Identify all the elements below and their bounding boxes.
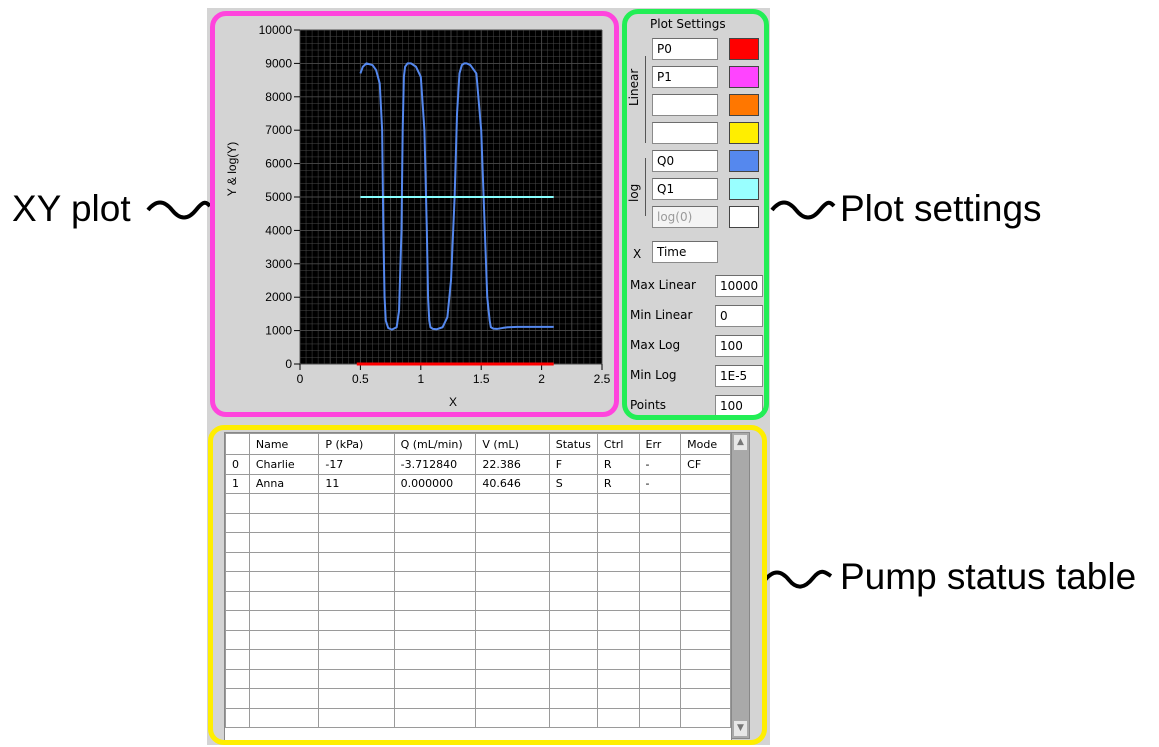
x-axis-label: X [449,395,457,409]
x-tick-label: 0.5 [352,372,369,386]
channel-color-p0[interactable] [729,38,759,60]
table-row-empty[interactable] [225,590,731,611]
table-row-empty[interactable] [225,493,731,514]
xy-plot-highlight [210,11,619,417]
table-cell[interactable] [318,707,395,728]
table-cell[interactable]: Name [248,433,320,455]
pump-table-highlight [208,425,767,745]
pump-status-table[interactable]: Name P (kPa) Q (mL/min) V (mL) Status Ctrl Err… [224,432,732,741]
pump-table-grid: Name P (kPa) Q (mL/min) V (mL) Status Ctrl Err… [225,433,731,728]
x-channel-field[interactable]: Time [652,241,718,263]
table-cell[interactable] [680,707,731,728]
table-cell[interactable] [475,707,550,728]
y-tick-label: 6000 [265,157,292,171]
table-header-row[interactable]: Name P (kPa) Q (mL/min) V (mL) Status Ctrl Err… [225,433,731,455]
y-tick-label: 4000 [265,223,292,237]
min-log-field[interactable]: 1E-5 [715,365,763,387]
y-tick-label: 8000 [265,90,292,104]
y-tick-label: 5000 [265,190,292,204]
table-row-empty[interactable] [225,512,731,533]
xy-plot-squiggle [146,200,212,220]
min-linear-label: Min Linear [630,308,693,322]
table-cell[interactable]: V (mL) [475,433,550,455]
table-cell[interactable] [596,707,640,728]
table-row-empty[interactable] [225,688,731,709]
plot-settings-highlight [622,9,769,420]
channel-color-log0[interactable] [729,206,759,228]
channel-color-p1[interactable] [729,66,759,88]
table-row[interactable]: 0 Charlie -17 -3.712840 22.386 F R - CF [225,454,731,475]
x-tick-label: 1.5 [473,372,490,386]
table-cell[interactable]: 40.646 [475,473,550,494]
table-cell[interactable]: Q (mL/min) [393,433,477,455]
y-axis-label: Y & log(Y) [225,142,239,196]
y-tick-label: 9000 [265,56,292,70]
scroll-down-icon[interactable]: ▼ [733,720,748,737]
channel-color-4[interactable] [729,122,759,144]
xy-plot-callout: XY plot [12,188,131,229]
y-tick-label: 7000 [265,123,292,137]
channel-color-3[interactable] [729,94,759,116]
pump-table-callout: Pump status table [840,556,1137,597]
table-cell[interactable]: Mode [680,433,731,455]
table-row-empty[interactable] [225,707,731,728]
x-ticks: 0 0.5 1 1.5 2 2.5 [297,364,611,386]
table-cell[interactable]: Status [548,433,598,455]
channel-color-q1[interactable] [729,178,759,200]
table-row-empty[interactable] [225,649,731,670]
linear-bracket [645,56,646,143]
plot-series [356,62,554,366]
table-row-empty[interactable] [225,629,731,650]
scroll-up-icon[interactable]: ▲ [733,434,748,451]
y-tick-label: 1000 [265,324,292,338]
x-channel-label: X [633,247,642,261]
channel-name-4[interactable] [652,122,718,144]
table-row-empty[interactable] [225,532,731,553]
log-bracket [645,158,646,216]
points-label: Points [630,398,667,412]
table-cell[interactable]: -3.712840 [393,454,477,475]
table-row[interactable]: 1 Anna 11 0.000000 40.646 S R - [225,473,731,494]
y-tick-label: 10000 [259,23,293,37]
channel-name-q1[interactable]: Q1 [652,178,718,200]
table-cell[interactable]: Ctrl [596,433,640,455]
plot-settings-callout: Plot settings [840,188,1042,229]
channel-name-q0[interactable]: Q0 [652,150,718,172]
y-ticks: 1000090008000700060005000400030002000100… [259,23,300,371]
min-log-label: Min Log [630,368,677,382]
table-cell[interactable]: CF [680,454,731,475]
x-tick-label: 2.5 [594,372,611,386]
table-cell[interactable] [248,707,320,728]
channel-name-3[interactable] [652,94,718,116]
max-log-field[interactable]: 100 [715,335,763,357]
xy-plot[interactable]: Y & log(Y) X 100009000800070006000500040… [213,14,615,412]
x-tick-label: 0 [297,372,304,386]
channel-name-log0[interactable]: log(0) [652,206,718,228]
plot-settings-title: Plot Settings [650,17,726,31]
x-tick-label: 2 [538,372,545,386]
table-scrollbar[interactable]: ▲ ▼ [731,432,750,739]
y-tick-label: 3000 [265,257,292,271]
max-log-label: Max Log [630,338,681,352]
channel-name-p0[interactable]: P0 [652,38,718,60]
x-tick-label: 1 [417,372,424,386]
min-linear-field[interactable]: 0 [715,305,763,327]
y-tick-label: 2000 [265,290,292,304]
points-field[interactable]: 100 [715,395,763,417]
max-linear-label: Max Linear [630,278,696,292]
plot-settings-squiggle [770,200,836,220]
y-tick-label: 0 [285,357,292,371]
table-cell[interactable] [548,707,598,728]
table-cell[interactable]: P (kPa) [318,433,395,455]
series-line-q0 [359,62,554,331]
channel-color-q0[interactable] [729,150,759,172]
pump-table-squiggle [763,569,833,589]
channel-name-p1[interactable]: P1 [652,66,718,88]
max-linear-field[interactable]: 10000 [715,275,763,297]
